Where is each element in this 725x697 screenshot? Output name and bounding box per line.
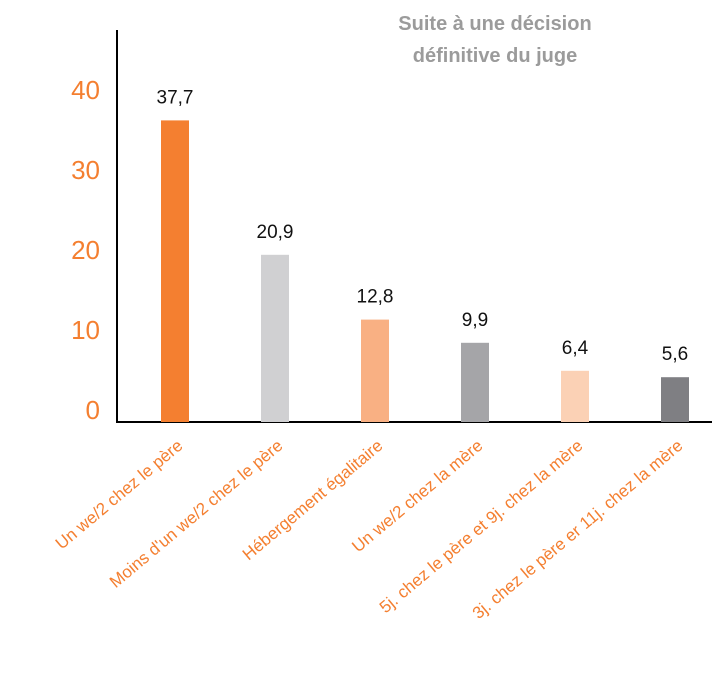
x-tick-label: Moins d'un we/2 chez le père xyxy=(106,436,286,592)
bar xyxy=(461,342,489,422)
bar xyxy=(161,120,189,423)
chart-title: Suite à une décision définitive du juge xyxy=(398,13,592,67)
bar xyxy=(361,319,389,422)
value-label: 6,4 xyxy=(562,338,589,359)
y-tick-label: 0 xyxy=(86,395,100,425)
value-label: 12,8 xyxy=(357,287,394,308)
value-label: 5,6 xyxy=(662,344,688,365)
bar xyxy=(261,254,289,422)
bar xyxy=(561,370,589,422)
y-tick-label: 20 xyxy=(71,235,100,265)
bar xyxy=(661,377,689,422)
y-tick-label: 30 xyxy=(71,155,100,185)
x-tick-label: 3j. chez le père er 11j. chez la mère xyxy=(469,436,687,623)
x-tick-label: 5j. chez le père et 9j. chez la mère xyxy=(376,436,587,617)
y-tick-label: 10 xyxy=(71,315,100,345)
value-label: 9,9 xyxy=(462,310,488,331)
value-label: 37,7 xyxy=(157,87,194,108)
value-label: 20,9 xyxy=(257,222,294,243)
y-tick-label: 40 xyxy=(71,75,100,105)
